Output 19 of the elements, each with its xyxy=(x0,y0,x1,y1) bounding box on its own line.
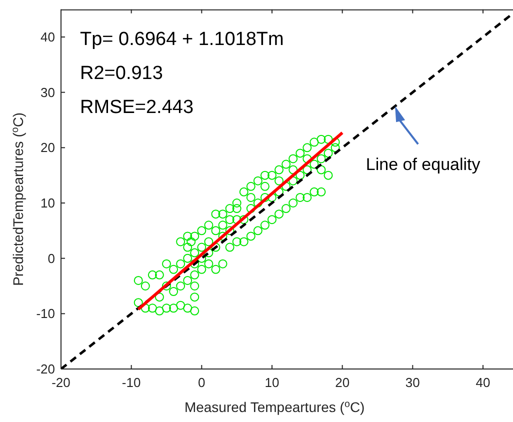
annotation: Tp= 0.6964 + 1.1018Tm xyxy=(80,29,284,50)
x-tick-label: 10 xyxy=(264,375,280,390)
x-tick-label: -10 xyxy=(122,375,141,390)
x-axis-title: Measured Tempeartures ($^{o}$C) xyxy=(184,398,365,415)
y-tick-label: 40 xyxy=(40,30,55,44)
annotation: RMSE=2.443 xyxy=(80,97,194,118)
y-tick-label: -10 xyxy=(36,306,55,322)
y-tick-label: 20 xyxy=(40,140,55,156)
x-tick-label: 30 xyxy=(405,375,420,390)
annotation: R2=0.913 xyxy=(80,63,163,84)
x-tick-label: 40 xyxy=(476,375,490,390)
y-tick-label: 0 xyxy=(48,250,55,266)
y-tick-label: 10 xyxy=(40,196,55,210)
annotation: Line of equality xyxy=(366,155,481,174)
y-tick-label: -20 xyxy=(36,362,55,376)
y-tick-label: 30 xyxy=(40,84,55,100)
x-tick-label: 0 xyxy=(198,375,206,390)
x-tick-label: -20 xyxy=(52,375,70,390)
x-tick-label: 20 xyxy=(335,375,350,390)
